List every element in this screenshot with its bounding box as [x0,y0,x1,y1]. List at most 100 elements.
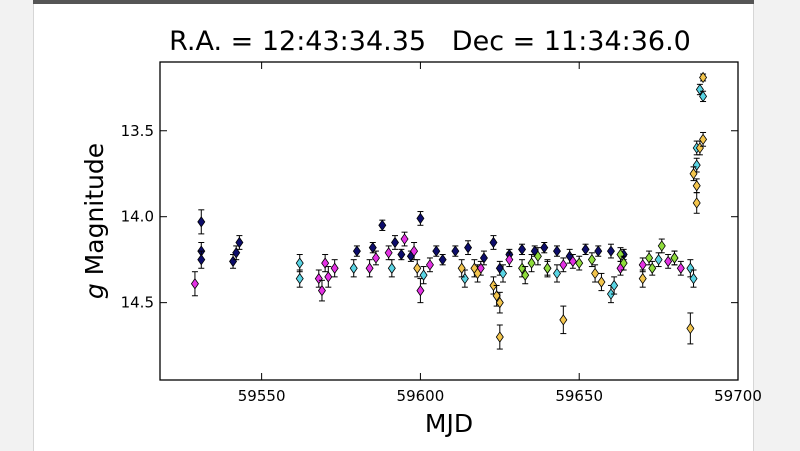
data-point [664,255,673,268]
plot-area [159,61,739,381]
data-point [197,216,206,228]
data-point [543,262,552,274]
x-tick-label: 59550 [238,387,286,405]
y-tick-label: 14.0 [121,208,154,226]
data-point [321,257,330,269]
data-point [229,255,238,268]
data-point [638,272,647,285]
data-point [686,262,695,274]
data-point [505,253,514,266]
data-point [499,267,507,280]
data-point [352,245,361,257]
data-point [190,278,199,290]
x-tick-label: 59600 [397,387,445,405]
data-point [410,245,419,257]
data-point [591,267,600,280]
data-point [689,168,698,180]
data-point [575,257,584,269]
data-point [371,252,380,264]
data-point [568,255,577,268]
data-point [616,248,625,261]
data-point [645,252,654,264]
y-axis-label-italic: g [80,283,109,299]
data-point [521,269,530,281]
data-point [464,241,473,254]
data-point [619,257,628,269]
data-point [295,272,304,285]
data-point [387,262,396,274]
data-point [314,272,323,285]
data-point [670,252,679,264]
data-point [330,262,339,274]
data-point [473,267,482,280]
data-point [518,243,527,256]
data-point [232,247,241,259]
data-point [489,236,498,249]
data-point [416,212,425,225]
data-point [349,262,358,274]
data-point [594,245,603,257]
data-point [451,245,460,257]
data-point [638,259,647,271]
data-point [552,267,561,280]
data-point [317,284,326,297]
x-axis-label: MJD [425,409,473,438]
data-point [559,314,568,326]
data-point [368,241,377,254]
data-point [416,284,425,297]
figure-panel [33,0,754,451]
data-point [527,257,536,269]
data-point [686,322,695,335]
data-point [597,276,606,288]
x-tick-label: 59650 [555,387,603,405]
y-axis-label: g Magnitude [80,143,109,299]
data-point [324,271,333,283]
data-point [295,257,304,269]
data-point [397,248,406,261]
data-point [587,253,596,266]
y-tick-label: 14.5 [121,294,154,312]
data-point [235,236,244,249]
data-point [657,240,666,252]
data-point [699,90,708,103]
data-point [438,253,447,266]
data-point [692,197,701,209]
data-point [413,262,422,274]
data-point [540,241,549,254]
data-point [400,233,409,245]
data-point [699,133,708,146]
data-point [365,262,374,274]
data-point [495,331,504,343]
data-point [606,245,615,257]
data-point [559,259,568,271]
y-axis-label-rest: Magnitude [80,143,109,283]
data-point [699,71,708,84]
data-point [692,159,701,171]
data-point [533,250,542,262]
data-point [492,290,501,302]
data-point [391,236,399,249]
data-point [689,272,698,285]
data-point [479,252,488,264]
data-point [425,259,434,271]
data-point [432,245,441,257]
data-point [419,269,428,281]
data-point [197,253,206,266]
data-point [460,272,469,285]
y-tick-label: 13.5 [121,122,154,140]
data-point [378,219,387,231]
data-point [606,288,615,300]
data-point [457,262,466,274]
x-tick-label: 59700 [714,387,762,405]
data-point [581,243,590,256]
data-point [695,83,704,96]
data-point [692,180,701,192]
top-divider-bar [33,0,754,4]
data-point [384,247,393,259]
data-point [610,279,619,292]
chart-title: R.A. = 12:43:34.35 Dec = 11:34:36.0 [169,26,691,57]
data-point [552,245,561,257]
data-point [489,279,498,292]
data-point [495,296,504,309]
